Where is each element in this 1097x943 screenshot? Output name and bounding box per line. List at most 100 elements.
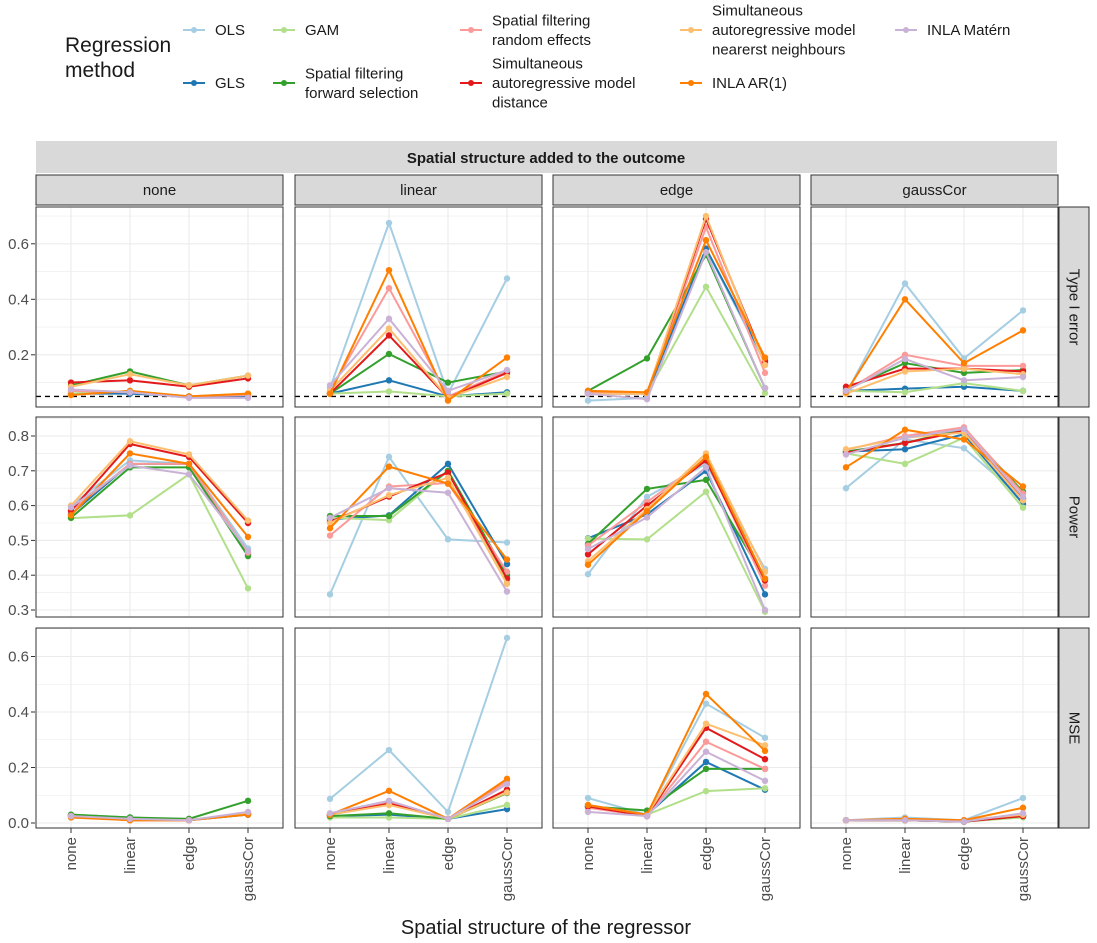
y-tick-label: 0.4 xyxy=(8,704,29,721)
data-point xyxy=(326,519,334,527)
data-point xyxy=(67,812,75,820)
x-tick-label: edge xyxy=(181,837,198,870)
y-tick-label: 0.4 xyxy=(8,567,29,584)
y-tick-label: 0.6 xyxy=(8,236,29,253)
series-line xyxy=(587,451,766,573)
series-line xyxy=(846,812,1024,823)
data-point xyxy=(326,390,334,397)
data-point xyxy=(702,283,710,291)
legend-key-point xyxy=(903,27,909,33)
data-point xyxy=(584,390,592,397)
legend-label: forward selection xyxy=(305,85,418,102)
data-point xyxy=(126,438,134,445)
data-point xyxy=(702,690,710,698)
data-point xyxy=(702,758,710,766)
data-point xyxy=(326,795,334,803)
legend-label: autoregressive model xyxy=(712,22,855,39)
data-point xyxy=(842,446,850,453)
data-point xyxy=(444,489,452,496)
data-point xyxy=(503,588,511,595)
data-point xyxy=(584,794,592,802)
outer-strip: Spatial structure added to the outcome xyxy=(36,141,1057,173)
data-point xyxy=(702,464,710,471)
data-point xyxy=(67,391,75,399)
data-point xyxy=(702,488,710,495)
series-inla-mat-rn xyxy=(67,808,252,824)
y-tick-label: 0.4 xyxy=(8,291,29,308)
series-line xyxy=(845,357,1024,392)
data-point xyxy=(244,394,252,402)
data-point xyxy=(444,815,452,823)
series-inla-ar-1- xyxy=(584,453,769,582)
series-simultaneous-autoregressive-model-nearerst-neighbours xyxy=(326,474,511,588)
x-tick-label: gaussCor xyxy=(757,837,774,901)
data-point xyxy=(385,388,393,395)
data-point xyxy=(444,536,452,543)
column-strip-label: edge xyxy=(660,182,693,199)
legend-label: OLS xyxy=(215,22,245,39)
series-line xyxy=(845,281,1024,395)
data-point xyxy=(503,568,511,575)
panel-border xyxy=(552,627,801,829)
series-line xyxy=(587,702,766,816)
data-point xyxy=(67,504,75,511)
legend-key-point xyxy=(281,80,287,86)
data-point xyxy=(702,748,710,755)
data-point xyxy=(385,266,393,274)
data-point xyxy=(643,355,651,362)
data-point xyxy=(244,585,252,592)
data-point xyxy=(702,212,710,220)
data-point xyxy=(702,787,710,795)
data-point xyxy=(385,219,393,227)
data-point xyxy=(643,812,651,820)
x-tick-label: linear xyxy=(122,837,139,874)
series-inla-mat-rn xyxy=(842,425,1027,501)
data-point xyxy=(761,785,769,792)
series-line xyxy=(70,440,249,522)
panel-border xyxy=(294,206,543,408)
data-point xyxy=(584,561,592,568)
column-strip-bg xyxy=(35,174,284,206)
data-point xyxy=(126,512,134,519)
data-point xyxy=(584,801,592,809)
data-point xyxy=(503,560,511,568)
panel-background xyxy=(36,207,283,407)
data-point xyxy=(842,817,850,824)
x-tick-label: linear xyxy=(639,837,656,874)
column-strip: linear xyxy=(294,174,543,206)
data-point xyxy=(901,389,909,396)
panel-border xyxy=(552,416,801,618)
data-point xyxy=(643,485,651,493)
data-point xyxy=(584,808,592,816)
series-line xyxy=(587,750,766,818)
data-point xyxy=(444,379,452,386)
x-tick-label: none xyxy=(838,837,855,870)
row-strip-bg xyxy=(1058,416,1090,618)
x-tick-label: none xyxy=(63,837,80,870)
panel-border xyxy=(35,627,284,829)
data-point xyxy=(761,384,769,392)
data-point xyxy=(244,797,252,804)
data-point xyxy=(326,532,334,539)
x-tick-label: linear xyxy=(897,837,914,874)
series-inla-ar-1- xyxy=(326,463,511,563)
series-line xyxy=(845,297,1024,393)
data-point xyxy=(842,387,850,395)
panel-border xyxy=(810,416,1059,618)
panel xyxy=(294,416,543,618)
series-line xyxy=(587,237,766,394)
data-point xyxy=(901,434,909,441)
data-point xyxy=(185,394,193,402)
data-point xyxy=(1019,504,1027,511)
data-point xyxy=(385,332,393,339)
series-line xyxy=(845,436,1024,509)
data-point xyxy=(702,765,710,773)
x-tick-label: gaussCor xyxy=(240,837,257,901)
series-line xyxy=(329,465,508,561)
data-point xyxy=(761,369,769,377)
data-point xyxy=(444,480,452,487)
series-line xyxy=(330,803,508,820)
data-point xyxy=(126,371,134,378)
legend-label: random effects xyxy=(492,32,591,49)
data-point xyxy=(67,386,75,393)
